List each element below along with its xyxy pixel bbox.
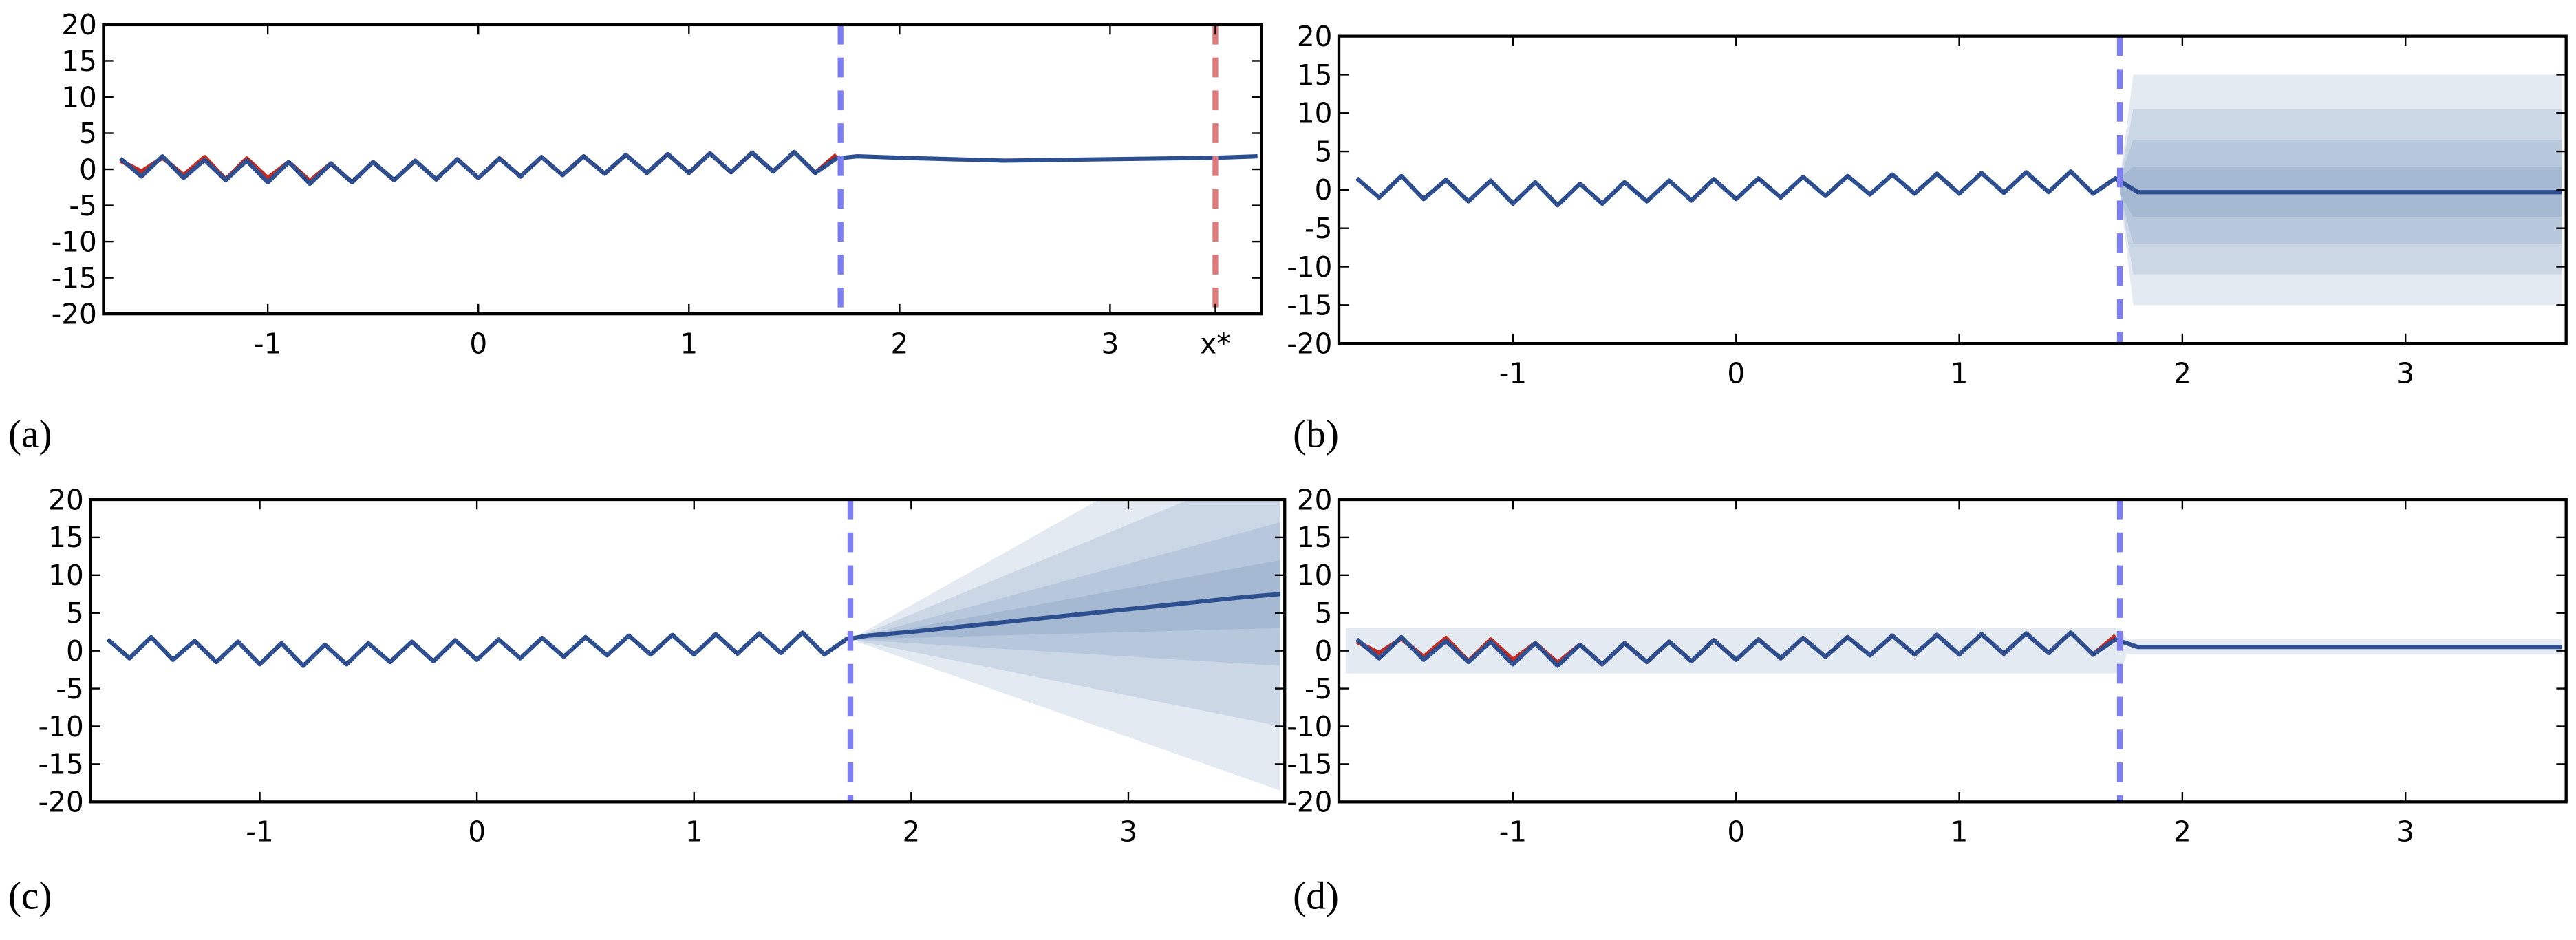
x-tick-label: x* [1200, 327, 1230, 360]
y-tick-label: -5 [69, 189, 96, 222]
series-line [1355, 630, 2562, 668]
y-tick-label: -15 [52, 261, 97, 295]
x-tick-label: 0 [469, 327, 487, 360]
y-tick-label: -5 [1305, 212, 1332, 245]
y-tick-label: 10 [48, 559, 84, 592]
y-tick-label: 20 [1297, 20, 1333, 53]
x-tick-label: -1 [246, 815, 273, 848]
x-tick-label: -1 [1499, 815, 1527, 848]
x-tick-label: 2 [902, 815, 920, 848]
y-tick-label: -10 [1287, 710, 1332, 743]
x-tick-label: 0 [468, 815, 486, 848]
y-tick-label: 0 [1315, 173, 1333, 206]
x-tick-label: 1 [1951, 815, 1968, 848]
y-tick-label: 0 [66, 634, 84, 667]
y-tick-label: 5 [66, 597, 84, 630]
plot-area [1355, 36, 2562, 344]
plot-area [118, 24, 1258, 314]
x-tick-label: 3 [1102, 327, 1119, 360]
y-tick-label: -5 [1305, 672, 1332, 705]
y-tick-label: 10 [1297, 559, 1333, 592]
y-tick-label: -10 [1287, 250, 1332, 284]
x-tick-label: 2 [890, 327, 908, 360]
y-tick-label: -20 [1287, 786, 1332, 819]
y-tick-label: 15 [61, 45, 97, 78]
y-tick-label: 5 [1315, 597, 1333, 630]
uncertainty-band [850, 499, 1280, 791]
y-tick-label: -15 [1287, 289, 1332, 322]
y-tick-label: 5 [79, 117, 97, 150]
y-tick-label: -10 [52, 225, 97, 258]
y-tick-label: 15 [1297, 58, 1333, 92]
y-tick-label: -5 [56, 672, 83, 705]
uncertainty-band [850, 559, 1280, 640]
x-tick-label: 1 [680, 327, 698, 360]
x-tick-label: -1 [1499, 356, 1527, 389]
x-tick-label: 2 [2174, 815, 2191, 848]
y-tick-label: -10 [38, 710, 83, 743]
panel-label: (a) [8, 413, 52, 456]
uncertainty-band [850, 522, 1280, 666]
panel-label: (b) [1293, 413, 1339, 456]
series-line [118, 149, 1258, 186]
uncertainty-band [2120, 74, 2562, 306]
plot-area [106, 499, 1281, 802]
panel-label: (c) [8, 875, 52, 918]
y-tick-label: 5 [1315, 135, 1333, 168]
y-tick-label: 0 [79, 153, 97, 186]
y-tick-label: 0 [1315, 634, 1333, 667]
x-tick-label: 0 [1727, 356, 1745, 389]
y-tick-label: -15 [38, 748, 83, 781]
series-line [106, 592, 1281, 668]
x-tick-label: 3 [2396, 356, 2414, 389]
y-tick-label: 20 [1297, 483, 1333, 516]
y-tick-label: 10 [61, 81, 97, 114]
x-tick-label: 1 [685, 815, 703, 848]
x-tick-label: -1 [254, 327, 281, 360]
uncertainty-band [850, 499, 1280, 727]
plot-area [1345, 499, 2562, 802]
x-tick-label: 1 [1951, 356, 1968, 389]
y-tick-label: -15 [1287, 748, 1332, 781]
y-tick-label: 10 [1297, 97, 1333, 130]
y-tick-label: 15 [1297, 521, 1333, 554]
x-tick-label: 2 [2174, 356, 2191, 389]
y-tick-label: 20 [48, 483, 84, 516]
x-tick-label: 0 [1727, 815, 1745, 848]
y-tick-label: -20 [38, 786, 83, 819]
x-tick-label: 3 [2396, 815, 2414, 848]
y-tick-label: -20 [52, 297, 97, 330]
x-tick-label: 3 [1119, 815, 1137, 848]
panel-label: (d) [1293, 875, 1339, 918]
y-tick-label: 20 [61, 8, 97, 41]
y-tick-label: 15 [48, 521, 84, 554]
series-line [1355, 169, 2562, 208]
y-tick-label: -20 [1287, 327, 1332, 360]
